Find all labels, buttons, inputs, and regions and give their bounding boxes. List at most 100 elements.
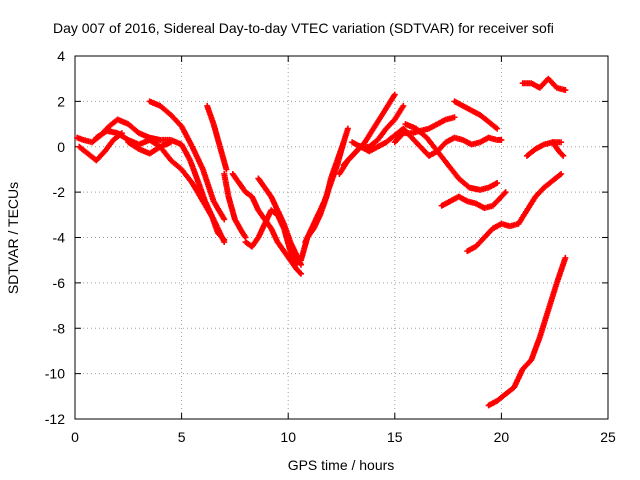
y-tick-label: -8	[53, 320, 66, 336]
data-marker-trail	[511, 367, 525, 389]
y-axis-label: SDTVAR / TECUs	[5, 182, 21, 294]
data-marker-trail	[424, 136, 440, 153]
data-marker-trail	[179, 124, 195, 149]
data-marker-trail	[221, 172, 232, 198]
data-point	[344, 125, 351, 132]
data-marker-trail	[179, 142, 193, 162]
data-marker-trail	[495, 392, 508, 403]
y-tick-label: 0	[57, 139, 65, 155]
data-point	[562, 254, 569, 261]
data-point	[167, 139, 174, 146]
data-marker-trail	[262, 185, 274, 199]
data-marker-trail	[503, 385, 516, 397]
data-marker-trail	[190, 145, 206, 171]
data-marker-trail	[392, 104, 406, 121]
data-marker-trail	[435, 149, 450, 167]
data-marker-trail	[491, 195, 504, 208]
data-point	[297, 270, 304, 277]
data-marker-trail	[237, 181, 248, 194]
series-arc-23	[519, 75, 569, 94]
data-marker-trail	[545, 281, 560, 312]
data-marker-trail	[281, 249, 293, 262]
data-marker-trail	[474, 235, 487, 249]
x-axis-label: GPS time / hours	[288, 457, 395, 473]
y-tick-label: -2	[53, 184, 66, 200]
data-marker-trail	[384, 133, 397, 145]
data-point	[494, 125, 501, 132]
data-marker-trail	[190, 181, 205, 203]
data-marker-trail	[410, 136, 423, 149]
series-arc-5	[125, 139, 174, 157]
data-marker-trail	[256, 208, 267, 222]
series-arc-24	[485, 254, 569, 409]
data-point	[562, 87, 569, 94]
data-marker-trail	[126, 140, 141, 152]
data-marker-trail	[550, 140, 562, 153]
data-marker-trail	[200, 199, 216, 221]
data-marker-trail	[204, 104, 216, 126]
data-marker-trail	[187, 159, 201, 185]
data-marker-trail	[179, 167, 195, 185]
data-marker-trail	[334, 140, 347, 167]
data-point	[560, 152, 567, 159]
data-point	[494, 180, 501, 187]
data-marker-trail	[169, 158, 184, 172]
data-marker-trail	[384, 117, 397, 131]
data-marker-trail	[116, 131, 130, 143]
data-marker-trail	[249, 235, 261, 249]
data-marker-trail	[217, 145, 229, 171]
data-marker-trail	[169, 113, 184, 129]
data-marker-trail	[200, 168, 216, 203]
chart-title: Day 007 of 2016, Sidereal Day-to-day VTE…	[53, 20, 554, 36]
data-marker-trail	[211, 122, 223, 149]
data-marker-trail	[393, 131, 406, 144]
x-tick-label: 10	[280, 429, 296, 445]
y-tick-label: -6	[53, 275, 66, 291]
x-tick-label: 25	[600, 429, 616, 445]
data-marker-trail	[211, 218, 227, 244]
series-arc-18	[451, 98, 501, 132]
data-marker-trail	[524, 195, 538, 212]
y-tick-label: 2	[57, 93, 65, 109]
data-marker-trail	[446, 163, 461, 181]
data-marker-trail	[148, 144, 162, 156]
y-tick-label: -10	[45, 366, 65, 382]
y-tick-label: 4	[57, 48, 65, 64]
x-tick-label: 5	[178, 429, 186, 445]
data-point	[221, 216, 228, 223]
data-marker-trail	[281, 222, 293, 244]
data-marker-trail	[525, 147, 538, 158]
data-marker-trail	[328, 163, 340, 185]
series-arc-19	[438, 189, 509, 212]
ticks: 0 5 10 15 20 25 -12 -10 -8 -6 -4 -2 0 2 4	[45, 48, 616, 445]
data-marker-trail	[367, 137, 380, 149]
data-marker-trail	[158, 104, 173, 117]
x-tick-label: 0	[71, 429, 79, 445]
data-point	[221, 239, 228, 246]
data-marker-trail	[557, 149, 566, 158]
data-marker-trail	[478, 113, 491, 124]
data-marker-trail	[550, 171, 563, 183]
series-arc-12	[302, 125, 351, 246]
data-marker-trail	[533, 185, 546, 199]
data-marker-trail	[226, 195, 238, 221]
data-marker-trail	[102, 138, 116, 153]
series-arc-17	[402, 121, 501, 193]
series-arc-15	[349, 125, 505, 159]
data-marker-trail	[457, 176, 472, 190]
x-tick-label: 20	[494, 429, 510, 445]
data-point	[558, 170, 565, 177]
data-marker-trail	[375, 127, 389, 142]
data-marker-trail	[322, 181, 334, 203]
data-marker-trail	[126, 122, 141, 135]
data-marker-trail	[528, 335, 543, 362]
data-marker-trail	[239, 229, 248, 240]
data-marker-trail	[388, 92, 397, 103]
data-marker-trail	[482, 226, 495, 240]
x-tick-label: 15	[387, 429, 403, 445]
series-arc-6	[204, 102, 230, 173]
data-marker-trail	[94, 149, 107, 163]
series-arc-16	[391, 114, 458, 146]
data-point	[400, 102, 407, 109]
